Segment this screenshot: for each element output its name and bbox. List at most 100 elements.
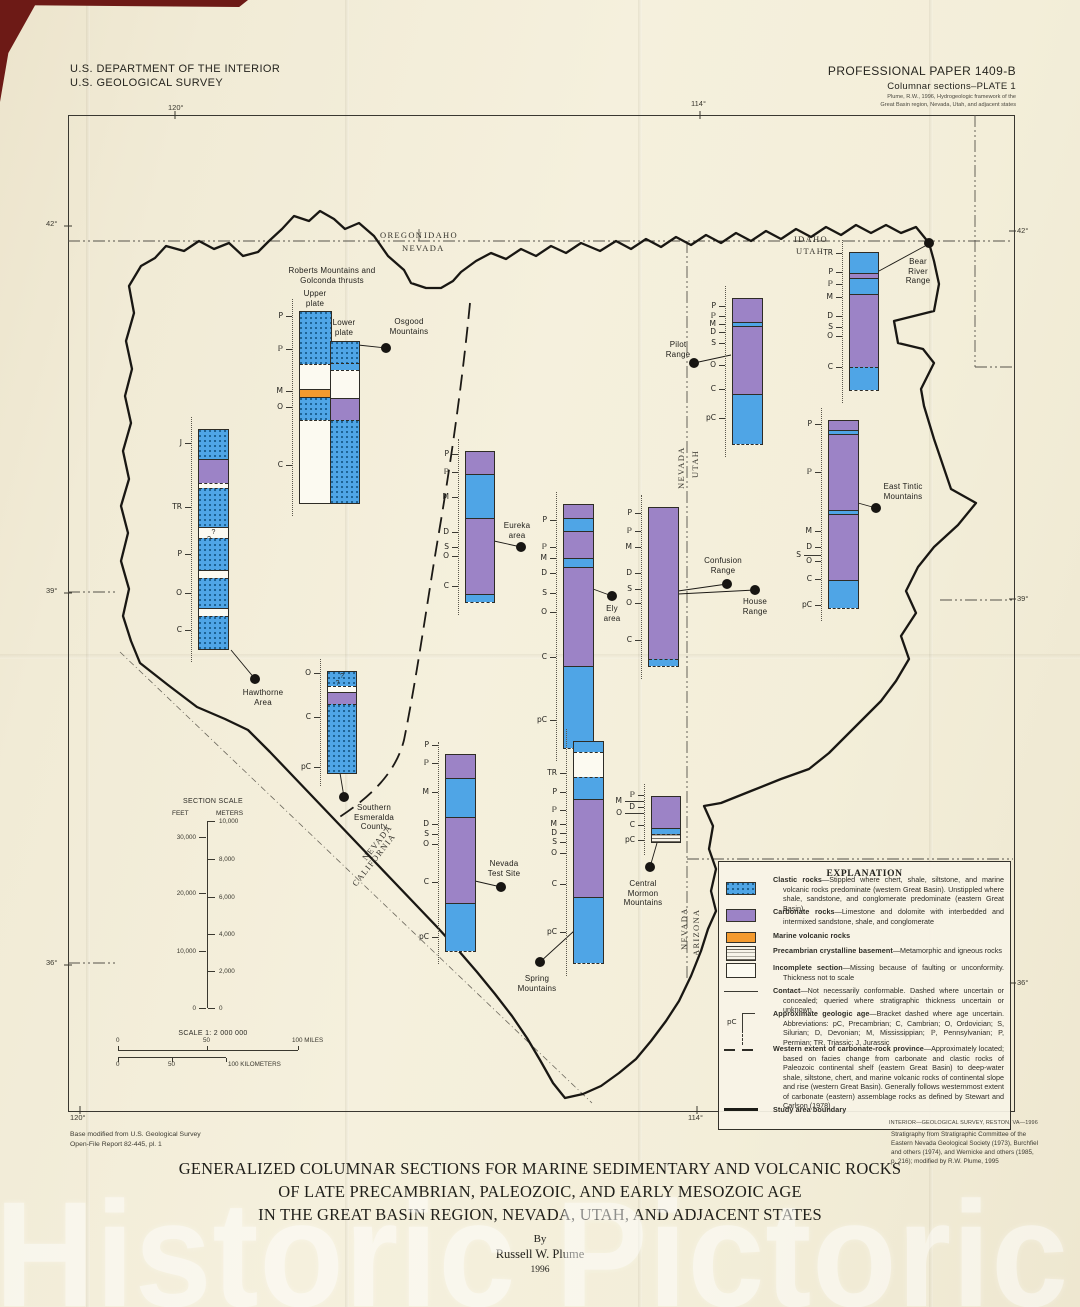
age-label-pC: pC	[706, 413, 716, 422]
segment-incomplete	[574, 752, 603, 777]
legend-entry-carbonate: Carbonate rocks—Limestone and dolomite w…	[773, 907, 1004, 926]
age-tick	[560, 824, 566, 825]
map-label-roberts-header: Roberts Mountains and Golconda thrusts	[277, 266, 387, 285]
age-tick	[452, 454, 458, 455]
segment-carbonate	[331, 398, 359, 420]
map-label-line: plate	[305, 298, 325, 308]
segment-carbonate	[652, 797, 680, 828]
coordinate-label: 114°	[688, 1113, 703, 1122]
segment-clastic	[574, 777, 603, 799]
age-label-ℙ: ℙ	[629, 790, 635, 799]
segment-carbonate	[564, 531, 593, 558]
age-label-O: O	[277, 402, 283, 411]
map-label-line: Mountains	[623, 898, 663, 908]
meters-tick	[208, 934, 215, 935]
segment-carbonate	[850, 294, 878, 367]
segment-clastic	[733, 394, 762, 444]
map-label-line: East Tintic	[883, 482, 923, 491]
legend-entry-title: Marine volcanic rocks	[773, 931, 851, 940]
age-tick	[719, 324, 725, 325]
meters-tick-label: 8,000	[219, 856, 235, 863]
column-hawthorne-area: ? ?	[198, 429, 229, 650]
legend-entry-basement: Precambrian crystalline basement—Metamor…	[773, 946, 1002, 955]
age-tick	[560, 932, 566, 933]
meters-tick-label: 2,000	[219, 968, 235, 975]
legend-swatch-volcanic	[726, 932, 756, 943]
miles-bar-label: 100 MILES	[292, 1037, 324, 1044]
map-label-confusion-range: Confusion Range	[668, 556, 778, 575]
explanation-title: EXPLANATION	[826, 869, 903, 879]
state-label-oregon: OREGON	[380, 230, 424, 240]
age-tick	[452, 532, 458, 533]
miles-bar-tick	[207, 1046, 208, 1050]
age-axis-bear-river-range	[842, 240, 843, 403]
agency-header: U.S. DEPARTMENT OF THE INTERIOR U.S. GEO…	[70, 62, 280, 91]
miles-bar	[118, 1050, 298, 1051]
legend-swatch-contact-line	[724, 991, 758, 992]
age-label-D: D	[626, 568, 632, 577]
age-tick	[836, 253, 842, 254]
age-tick	[836, 316, 842, 317]
legend-entry-title: Western extent of carbonate-rock provinc…	[773, 1044, 924, 1053]
age-tick	[185, 507, 191, 508]
age-label-pC: pC	[547, 927, 557, 936]
legend-entry-extent: Western extent of carbonate-rock provinc…	[773, 1044, 1004, 1111]
map-label-line: Confusion	[704, 556, 742, 565]
coordinate-label: 42°	[1017, 226, 1029, 235]
map-label-line: Lower	[332, 318, 356, 327]
map-label-line: Upper	[303, 289, 327, 298]
age-tick	[286, 407, 292, 408]
feet-tick-label: 0	[192, 1005, 196, 1012]
age-label-TR: TR	[172, 502, 182, 511]
segment-carbonate	[829, 514, 858, 580]
plate-citation: Plume, R.W., 1996, Hydrogeologic framewo…	[880, 94, 1016, 108]
stratigraphy-credit: Stratigraphy from Stratigraphic Committe…	[891, 1131, 1039, 1166]
map-label-line: House	[742, 597, 768, 606]
plate-header: PROFESSIONAL PAPER 1409-B Columnar secti…	[828, 64, 1016, 109]
meters-tick-label: 4,000	[219, 931, 235, 938]
segment-carbonate	[829, 421, 858, 430]
age-axis-confusion-house	[641, 495, 642, 679]
age-axis-central-mormon	[644, 784, 645, 855]
map-label-eureka-area: Eureka area	[462, 521, 572, 540]
age-tick	[550, 547, 556, 548]
km-bar-label: 0	[116, 1061, 120, 1068]
age-label-ℙ: ℙ	[277, 344, 283, 353]
age-label-pC: pC	[301, 762, 311, 771]
segment-clastic	[564, 666, 593, 748]
map-label-line: Mountains	[883, 491, 923, 501]
segment-clastic-stippled: ? ?	[328, 672, 356, 687]
age-tick	[286, 465, 292, 466]
map-label-nevada-test-site: Nevada Test Site	[449, 859, 559, 878]
map-label-line: Bear	[909, 257, 927, 266]
age-label-D: D	[827, 311, 833, 320]
meters-tick-label: 6,000	[219, 894, 235, 901]
legend-entry-study: Study area boundary	[773, 1105, 1004, 1115]
segment-carbonate	[564, 567, 593, 666]
age-label-P: P	[627, 508, 632, 517]
map-label-line: Test Site	[487, 868, 521, 878]
segment-carbonate	[466, 452, 494, 474]
age-tick	[836, 272, 842, 273]
feet-tick	[199, 837, 206, 838]
age-label-P: P	[807, 419, 812, 428]
age-label-P: P	[177, 549, 182, 558]
age-tick	[550, 657, 556, 658]
coordinate-label: 36°	[1017, 978, 1029, 987]
age-tick	[719, 306, 725, 307]
age-tick	[719, 316, 725, 317]
segment-carbonate	[829, 434, 858, 510]
watermark: Historic Pictoric ®	[0, 1170, 1080, 1307]
map-label-house-range: House Range	[700, 597, 810, 616]
segment-carbonate	[466, 518, 494, 594]
publication-year: 1996	[530, 1265, 550, 1276]
age-tick	[560, 884, 566, 885]
map-label-line: Mountains	[389, 326, 429, 336]
legend-swatch-carbonate	[726, 909, 756, 922]
legend-swatch-incomplete	[726, 963, 756, 978]
age-label-D: D	[541, 568, 547, 577]
age-label-S: S	[796, 550, 801, 559]
explanation-box: EXPLANATION Clastic rocks—Stippled where…	[718, 861, 1011, 1130]
age-label-C: C	[626, 635, 632, 644]
coordinate-label: 120°	[168, 103, 184, 112]
